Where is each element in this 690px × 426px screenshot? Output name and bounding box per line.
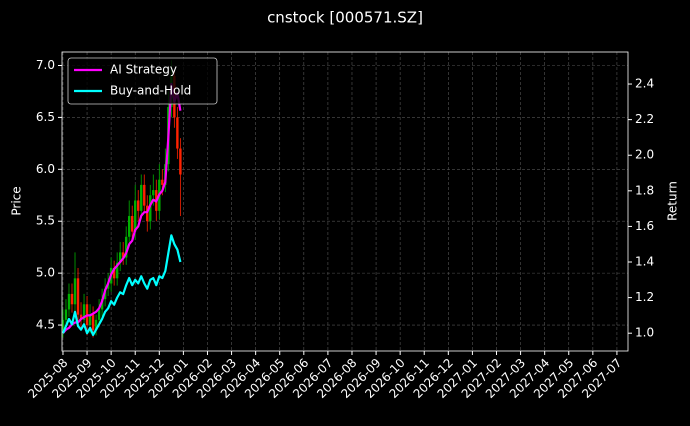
y2-tick-label: 1.4 [635,255,654,269]
y-tick-label: 4.5 [36,318,55,332]
candle-body [79,314,83,320]
candle-body [88,314,92,326]
candle-body [70,293,74,305]
candle-body [137,200,140,211]
candle-body [140,184,143,211]
candle-body [127,216,131,237]
y-axis-label: Price [10,186,24,215]
y2-axis-label: Return [666,181,680,221]
candle-body [82,304,86,320]
candle-body [131,216,134,232]
plot-frame [61,51,629,352]
y2-tick-label: 2.2 [635,112,654,126]
candle-body [149,195,152,222]
candle-body [179,148,182,175]
candle-body [91,314,95,331]
candle-body [64,309,68,320]
y2-tick-label: 1.8 [635,183,654,197]
y2-tick-label: 2.0 [635,148,654,162]
y2-tick-label: 1.2 [635,290,654,304]
legend-box [67,57,218,105]
y-tick-label: 7.0 [36,58,55,72]
candle-body [146,205,149,222]
y-tick-label: 6.0 [36,162,55,176]
candle-body [76,278,80,315]
candle-body [112,267,116,279]
y-tick-label: 5.5 [36,214,55,228]
candle-body [152,190,155,196]
candle-body [115,262,119,279]
candle-body [67,293,71,310]
candle-body [94,319,98,331]
y2-tick-label: 1.6 [635,219,654,233]
legend: AI Strategy Buy-and-Hold [67,57,218,105]
y-tick-label: 5.0 [36,266,55,280]
candle-body [100,299,104,310]
candle-body [73,278,77,305]
y-tick-label: 6.5 [36,110,55,124]
legend-label: AI Strategy [110,63,177,77]
y2-tick-label: 1.0 [635,326,654,340]
candle-body [161,179,164,185]
candle-body [121,252,125,258]
candle-body [97,309,101,320]
candle-body [176,117,179,149]
legend-label: Buy-and-Hold [110,84,191,98]
chart-title: cnstock [000571.SZ] [267,9,423,27]
candle-body [118,252,122,263]
return-line [62,82,182,334]
candle-body [143,184,146,206]
y2-tick-label: 2.4 [635,77,654,91]
candle-body [124,236,128,258]
candle-body [134,200,137,232]
candle-body [61,319,65,331]
return-line [61,234,182,337]
